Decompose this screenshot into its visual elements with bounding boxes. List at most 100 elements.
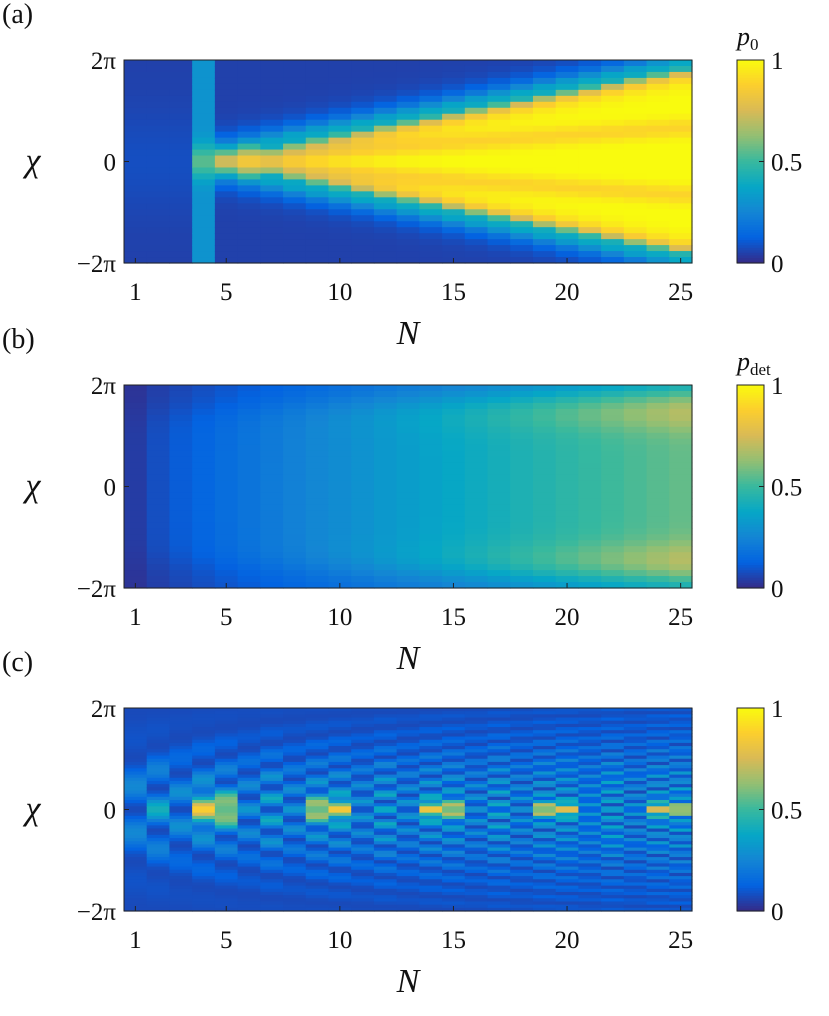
heatmap-cell [237,77,261,85]
heatmap-cell [169,901,193,906]
heatmap-cell [373,462,398,470]
heatmap-cell [351,879,375,884]
heatmap-cell [396,758,420,763]
heatmap-cell [328,860,352,865]
heatmap-cell [532,857,557,861]
heatmap-cell [487,799,511,804]
heatmap-cell [124,872,148,877]
heatmap-cell [623,576,648,583]
heatmap-cell [192,777,216,782]
heatmap-cell [169,885,193,890]
heatmap-cell [146,414,171,422]
heatmap-cell [646,215,670,222]
heatmap-cell [601,522,625,529]
heatmap-cell [578,904,602,909]
heatmap-cell [555,891,579,896]
heatmap-cell [623,907,648,912]
heatmap-cell [124,498,148,506]
heatmap-cell [555,796,579,801]
heatmap-cell [192,863,216,868]
colorbar-swatch [737,572,764,576]
colorbar-swatch [737,491,764,495]
heatmap-cell [260,504,284,511]
heatmap-cell [351,714,375,719]
heatmap-cell [646,239,670,246]
heatmap-cell [578,233,602,240]
heatmap-cell [487,809,511,814]
heatmap-cell [623,869,648,874]
heatmap-cell [510,768,534,773]
heatmap-cell [214,765,239,769]
colorbar-swatch [737,794,764,798]
heatmap-cell [373,155,398,163]
heatmap-cell [442,414,466,422]
heatmap-cell [510,119,534,127]
heatmap-cell [373,167,398,175]
heatmap-cell [464,582,489,589]
colorbar-swatch [737,252,764,256]
heatmap-cell [532,752,557,757]
heatmap-cell [192,197,216,204]
heatmap-cell [396,221,420,228]
heatmap-cell [260,77,284,85]
heatmap-cell [146,777,171,782]
heatmap-cell [623,444,648,452]
colorbar-swatch [737,746,764,750]
heatmap-cell [601,733,625,738]
heatmap-cell [510,480,534,488]
heatmap-cell [237,850,261,855]
heatmap-cell [419,825,443,830]
heatmap-cell [260,227,284,234]
heatmap-cell [192,708,216,712]
heatmap-cell [442,251,466,258]
heatmap-cell [192,480,216,488]
heatmap-cell [669,251,693,258]
heatmap-cell [396,546,420,553]
heatmap-cell [351,758,375,763]
heatmap-cell [260,107,284,115]
heatmap-cell [283,402,307,410]
heatmap-cell [351,564,375,571]
heatmap-cell [396,784,420,788]
heatmap-cell [283,898,307,903]
heatmap-cell [283,727,307,731]
heatmap-cell [328,251,352,258]
heatmap-cell [646,426,670,434]
heatmap-cell [305,137,330,145]
heatmap-cell [260,522,284,529]
heatmap-cell [237,534,261,541]
heatmap-cell [146,257,171,264]
heatmap-cell [623,60,648,67]
heatmap-cell [328,815,352,820]
heatmap-cell [487,755,511,760]
heatmap-cell [328,155,352,163]
heatmap-cell [464,838,489,842]
heatmap-cell [623,787,648,792]
heatmap-cell [351,799,375,804]
heatmap-cell [214,408,239,416]
heatmap-cell [464,203,489,210]
x-tick-label: 20 [555,927,580,954]
heatmap-cell [283,815,307,820]
heatmap-cell [396,720,420,725]
heatmap-cell [419,844,443,849]
colorbar-swatch [737,207,764,211]
heatmap-cell [464,558,489,565]
heatmap-cell [555,711,579,715]
heatmap-cell [373,161,398,169]
heatmap-cell [487,522,511,529]
heatmap-cell [669,185,693,192]
heatmap-cell [351,131,375,139]
heatmap-cell [578,746,602,750]
heatmap-cell [192,746,216,750]
heatmap-cell [555,730,579,734]
heatmap-cell [442,812,466,817]
heatmap-cell [510,857,534,861]
heatmap-cell [169,528,193,535]
heatmap-cell [146,774,171,779]
heatmap-cell [464,233,489,240]
heatmap-cell [260,492,284,500]
colorbar-swatch [737,136,764,140]
heatmap-cell [487,825,511,830]
heatmap-cell [146,576,171,583]
